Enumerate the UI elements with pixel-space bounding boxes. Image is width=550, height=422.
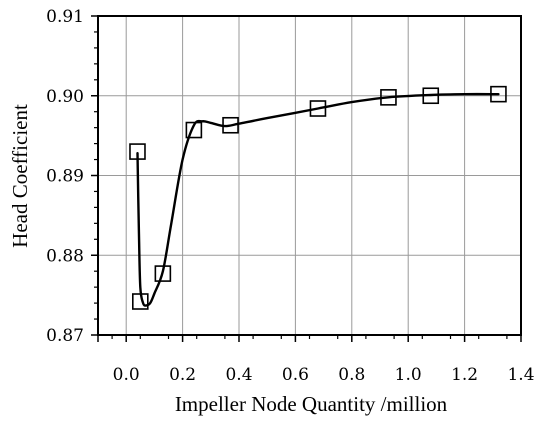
y-axis-title: Head Coefficient (8, 104, 32, 248)
y-tick-label: 0.88 (46, 246, 84, 266)
data-point-marker (422, 87, 440, 105)
x-axis-title: Impeller Node Quantity /million (175, 392, 448, 416)
data-point-marker (185, 121, 203, 139)
axis-ticks (91, 15, 522, 342)
x-tick-label: 0.8 (338, 365, 365, 385)
data-point-marker (222, 116, 239, 134)
data-point-marker (132, 293, 149, 310)
grid (98, 16, 521, 335)
x-tick-label: 1.4 (507, 365, 534, 385)
y-tick-label: 0.90 (46, 87, 84, 107)
data-point-marker (129, 143, 146, 160)
tick-labels: 0.0 0.2 0.4 0.6 0.8 1.0 1.2 1.4 0.87 0.88 0.89 0.90… (46, 7, 534, 385)
data-markers (129, 85, 507, 310)
data-point-marker (490, 85, 507, 103)
x-tick-label: 0.0 (113, 365, 140, 385)
y-tick-label: 0.89 (46, 167, 84, 187)
data-point-marker (380, 89, 397, 106)
data-point-marker (309, 100, 327, 117)
fitted-curve (136, 92, 500, 307)
x-tick-label: 0.6 (282, 365, 309, 385)
x-tick-label: 1.2 (451, 365, 478, 385)
x-tick-label: 1.0 (395, 365, 422, 385)
data-point-marker (154, 265, 172, 282)
x-tick-label: 0.2 (169, 365, 196, 385)
y-tick-label: 0.91 (46, 7, 84, 27)
x-tick-label: 0.4 (225, 365, 252, 385)
y-tick-label: 0.87 (46, 326, 84, 346)
